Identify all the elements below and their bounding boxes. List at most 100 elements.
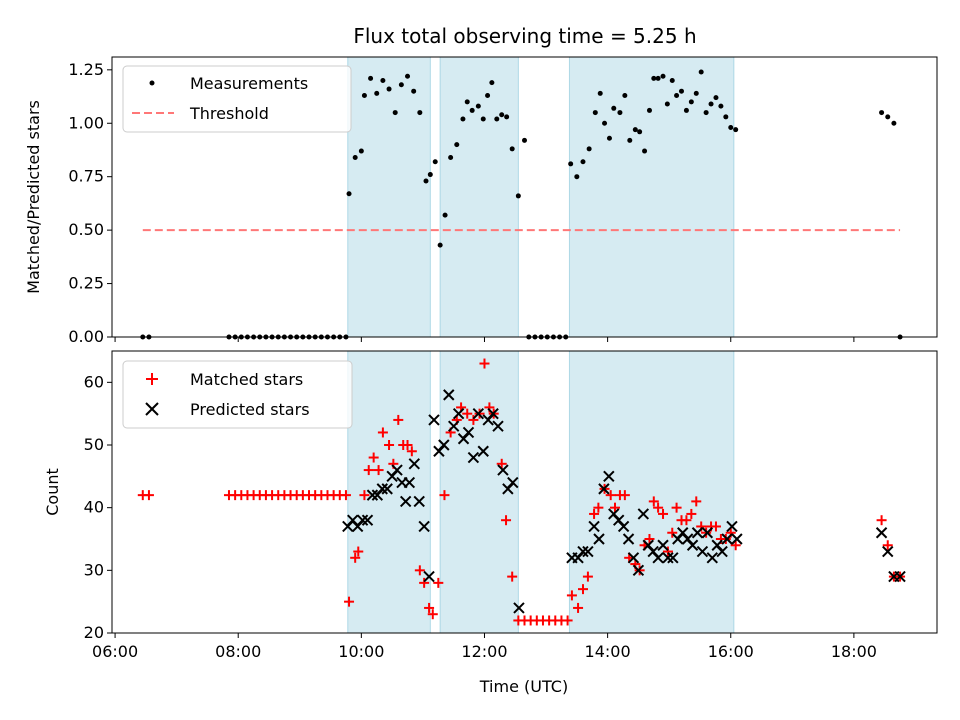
top-y-axis: 0.00 0.25 0.50 0.75 1.00 1.25 — [68, 60, 112, 346]
bottom-x-axis-label: Time (UTC) — [479, 677, 568, 696]
predicted-marker-b — [706, 552, 718, 564]
matched-star-point — [384, 440, 395, 450]
predicted-star-point — [875, 527, 888, 539]
predicted-marker-b — [462, 426, 475, 439]
matched-star-point — [393, 414, 404, 425]
bottom-plot-area — [137, 358, 906, 626]
predicted-star-point — [731, 533, 743, 545]
predicted-star-point — [492, 420, 504, 432]
measurement-point — [698, 69, 704, 75]
matched-star-point — [359, 490, 370, 501]
measurement-point — [485, 92, 491, 98]
measurement-point — [642, 148, 648, 154]
predicted-marker-b — [637, 508, 650, 520]
predicted-marker-b — [356, 514, 369, 526]
measurement-point — [683, 107, 689, 113]
matched-star-point — [507, 571, 518, 582]
bottom-shaded-intervals — [347, 350, 735, 634]
matched-star-point — [577, 584, 588, 595]
top-shaded-interval-1 — [439, 56, 519, 338]
matched-star-point — [589, 508, 600, 519]
legend-measurements-marker — [149, 80, 155, 86]
predicted-marker-b — [408, 458, 421, 470]
measurement-point — [515, 193, 521, 199]
matched-star-point — [501, 515, 512, 526]
measurement-point — [885, 114, 891, 120]
measurement-point — [879, 110, 885, 116]
predicted-marker-b — [608, 508, 620, 520]
matched-star-point — [573, 602, 584, 613]
predicted-marker-b — [472, 407, 485, 420]
predicted-star-point — [593, 533, 605, 545]
matched-star-point — [468, 414, 479, 425]
measurement-point — [469, 107, 475, 113]
predicted-star-point — [472, 407, 485, 420]
bottom-x-tick-label: 14:00 — [585, 642, 631, 661]
measurement-point — [617, 110, 623, 116]
predicted-marker-b — [497, 464, 509, 476]
measurement-point — [427, 172, 433, 178]
bottom-y-tick-label: 50 — [84, 435, 104, 454]
predicted-marker-b — [622, 533, 635, 545]
measurement-point — [664, 101, 670, 107]
matched-star-point — [730, 540, 741, 551]
predicted-star-point — [356, 514, 369, 526]
predicted-marker-b — [428, 414, 440, 426]
matched-star-point — [344, 596, 355, 607]
bottom-y-tick-label: 20 — [84, 623, 104, 642]
top-x-ticks — [114, 337, 855, 342]
measurement-point — [580, 159, 586, 165]
measurement-point — [522, 137, 527, 143]
predicted-star-point — [428, 414, 440, 426]
bottom-x-tick-label: 10:00 — [338, 642, 384, 661]
matched-star-point — [610, 502, 621, 513]
measurement-point — [368, 75, 374, 81]
matched-star-point — [653, 502, 664, 513]
measurement-point — [374, 90, 380, 96]
figure-title: Flux total observing time = 5.25 h — [353, 24, 696, 48]
measurement-point — [674, 92, 680, 98]
measurement-point — [602, 120, 608, 126]
predicted-marker-b — [652, 552, 664, 564]
bottom-x-axis: 06:00 08:00 10:00 12:00 14:00 16:00 18:00 — [92, 633, 877, 661]
matched-star-point — [882, 540, 893, 551]
predicted-marker-b — [603, 470, 615, 483]
matched-star-point — [340, 490, 351, 501]
predicted-marker-b — [391, 464, 403, 476]
predicted-marker-b — [593, 533, 605, 545]
measurement-point — [651, 75, 657, 81]
predicted-star-point — [701, 527, 714, 539]
bottom-shaded-interval-2 — [568, 350, 735, 634]
matched-star-point — [377, 427, 388, 438]
predicted-marker-b — [716, 545, 728, 558]
predicted-star-point — [577, 545, 589, 558]
predicted-marker-b — [632, 564, 645, 577]
matched-star-point — [681, 515, 692, 526]
predicted-marker-b — [413, 495, 425, 508]
measurement-point — [423, 178, 429, 184]
predicted-star-point — [513, 602, 525, 614]
predicted-marker-b — [647, 545, 659, 558]
predicted-marker-b — [721, 533, 733, 545]
measurement-point — [380, 78, 386, 84]
predicted-star-point — [399, 495, 412, 508]
matched-star-point — [605, 490, 616, 501]
matched-star-point — [686, 508, 697, 519]
measurement-point — [432, 159, 438, 165]
predicted-star-point — [438, 439, 450, 451]
matched-star-point — [402, 440, 413, 450]
matched-star-point — [671, 502, 682, 513]
matched-star-point — [691, 496, 702, 507]
predicted-star-point — [582, 545, 594, 558]
bottom-x-tick-label: 06:00 — [92, 642, 138, 661]
bottom-legend: Matched stars Predicted stars — [122, 360, 353, 429]
measurement-point — [708, 101, 714, 107]
measurement-point — [489, 80, 495, 86]
predicted-star-point — [487, 407, 499, 420]
measurement-point — [574, 174, 580, 180]
measurement-point — [480, 116, 486, 122]
predicted-star-point — [447, 420, 460, 432]
top-y-axis-label: Matched/Predicted stars — [24, 100, 43, 294]
predicted-star-point — [627, 552, 640, 564]
predicted-marker-b — [677, 527, 689, 539]
